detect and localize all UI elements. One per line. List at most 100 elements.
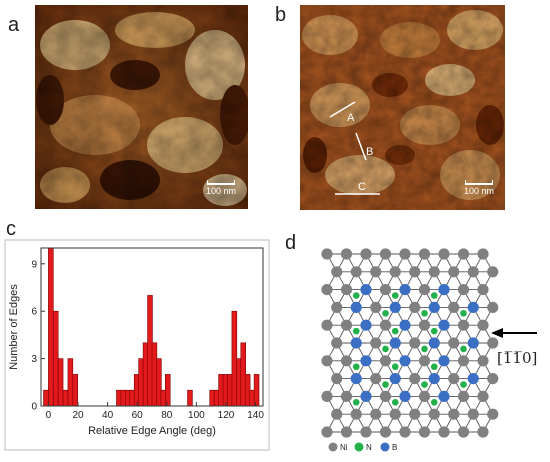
boron-atom xyxy=(350,301,362,313)
nickel-atom xyxy=(448,408,460,420)
legend-swatch xyxy=(328,442,338,452)
boron-atom xyxy=(350,337,362,349)
nickel-atom xyxy=(360,426,372,438)
nickel-atom xyxy=(418,319,431,331)
boron-atom xyxy=(428,337,440,349)
x-tick-label: 120 xyxy=(218,410,235,421)
afm-image-a: 100 nm xyxy=(35,5,248,209)
nickel-atom xyxy=(457,355,470,367)
nickel-atom xyxy=(409,337,421,349)
histogram-bar xyxy=(52,310,59,407)
nickel-atom xyxy=(487,337,499,349)
x-tick-label: 0 xyxy=(46,410,52,421)
histogram-bar xyxy=(67,358,74,407)
nitrogen-atom xyxy=(391,363,399,371)
nickel-atom xyxy=(448,266,460,278)
nickel-atom xyxy=(370,301,382,313)
nickel-atom xyxy=(438,426,450,438)
nitrogen-atom xyxy=(352,363,360,371)
crystal-structure: [1̅1̅0] Ni N B xyxy=(305,232,550,457)
nickel-atom xyxy=(379,248,392,260)
x-axis-label: Relative Edge Angle (deg) xyxy=(88,425,216,437)
nickel-atom xyxy=(477,390,489,402)
y-tick-label: 9 xyxy=(31,259,37,270)
boron-atom xyxy=(438,319,450,331)
legend-label: B xyxy=(392,443,397,452)
scale-label-a: 100 nm xyxy=(205,186,237,196)
nickel-atom xyxy=(389,408,401,420)
boron-atom xyxy=(399,390,411,402)
nickel-atom xyxy=(340,319,353,331)
nickel-atom xyxy=(340,284,353,296)
nitrogen-atom xyxy=(460,345,467,353)
x-tick-label: 40 xyxy=(102,410,114,421)
nickel-atom xyxy=(321,284,333,296)
nickel-atom xyxy=(477,355,489,367)
boron-atom xyxy=(389,301,401,313)
nickel-atom xyxy=(477,248,489,260)
nickel-atom xyxy=(409,373,421,385)
boron-atom xyxy=(399,355,411,367)
boron-atom xyxy=(438,355,450,367)
scale-bar-b: 100 nm xyxy=(458,180,500,196)
boron-atom xyxy=(360,390,372,402)
nickel-atom xyxy=(487,266,499,278)
nickel-atom xyxy=(428,266,440,278)
nickel-atom xyxy=(379,390,392,402)
boron-atom xyxy=(428,301,440,313)
histogram-bar xyxy=(62,389,69,407)
y-tick-label: 0 xyxy=(31,402,37,413)
nickel-atom xyxy=(350,408,362,420)
nitrogen-atom xyxy=(430,292,438,299)
line-label-b: B xyxy=(366,146,373,158)
nickel-atom xyxy=(487,408,499,420)
nitrogen-atom xyxy=(391,399,399,406)
nickel-atom xyxy=(418,390,431,402)
nickel-atom xyxy=(467,408,479,420)
nickel-atom xyxy=(321,248,333,260)
y-tick-label: 6 xyxy=(31,307,37,318)
nickel-atom xyxy=(409,301,421,313)
nitrogen-atom xyxy=(391,292,399,299)
nickel-atom xyxy=(409,266,421,278)
boron-atom xyxy=(467,301,479,313)
nickel-atom xyxy=(379,284,392,296)
nickel-atom xyxy=(448,373,460,385)
crystal-svg: [1̅1̅0] Ni N B xyxy=(321,248,537,452)
nickel-atom xyxy=(370,408,382,420)
nickel-atom xyxy=(457,284,470,296)
nickel-atom xyxy=(487,301,499,313)
nickel-atom xyxy=(418,355,431,367)
x-tick-label: 140 xyxy=(247,410,264,421)
nitrogen-atom xyxy=(421,345,428,353)
nickel-atom xyxy=(321,426,333,438)
nickel-atom xyxy=(379,355,392,367)
direction-arrow-head xyxy=(491,328,503,338)
boron-atom xyxy=(438,390,450,402)
boron-atom xyxy=(389,373,401,385)
nickel-atom xyxy=(487,373,499,385)
legend-label: N xyxy=(366,443,372,452)
histogram-bar xyxy=(72,374,79,407)
nickel-atom xyxy=(370,266,382,278)
histogram-bar xyxy=(43,389,49,407)
nitrogen-atom xyxy=(352,399,360,406)
legend-swatch xyxy=(380,442,390,452)
nickel-atom xyxy=(379,319,392,331)
nickel-atom xyxy=(331,337,343,349)
nickel-atom xyxy=(331,266,343,278)
boron-atom xyxy=(389,337,401,349)
histogram-bar xyxy=(165,374,171,407)
line-label-a: A xyxy=(347,112,355,124)
nickel-atom xyxy=(399,426,411,438)
scale-label-b: 100 nm xyxy=(463,186,495,196)
nitrogen-atom xyxy=(421,310,428,317)
nickel-atom xyxy=(331,373,343,385)
x-tick-label: 100 xyxy=(188,410,205,421)
direction-label: [1̅1̅0] xyxy=(497,349,537,367)
nickel-atom xyxy=(448,301,460,313)
nickel-atom xyxy=(340,248,353,260)
boron-atom xyxy=(350,373,362,385)
boron-atom xyxy=(467,373,479,385)
nickel-atom xyxy=(477,426,489,438)
